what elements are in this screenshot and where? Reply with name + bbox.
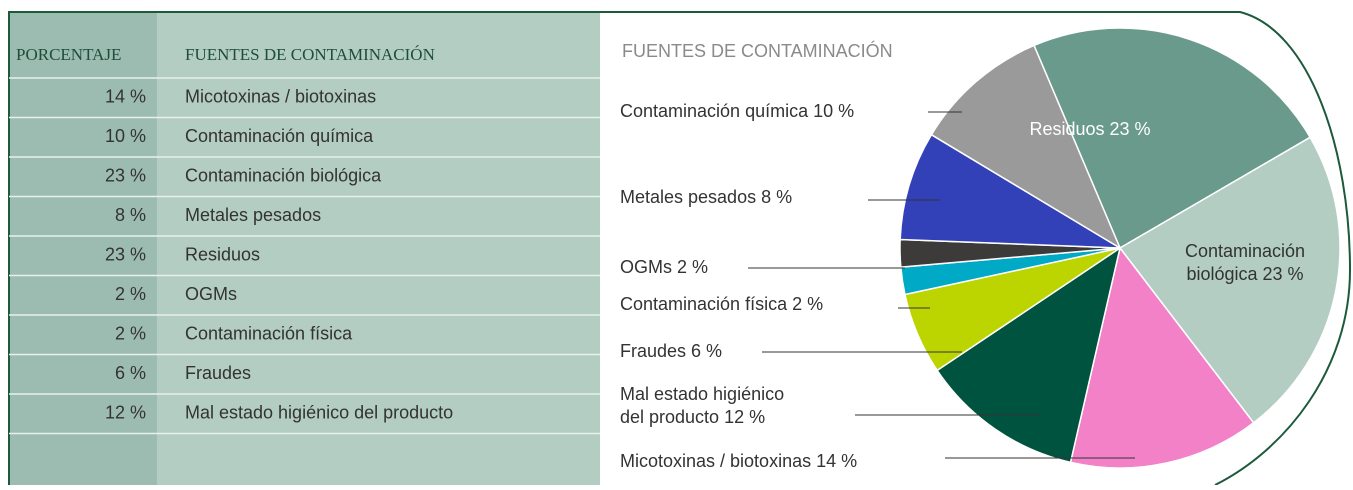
table-cell: 6 %	[115, 363, 146, 383]
table-cell: Residuos	[185, 245, 260, 265]
slice-label-line: Contaminación	[1185, 241, 1305, 261]
table-cell: Contaminación física	[185, 324, 353, 344]
table-cell: 12 %	[105, 403, 146, 423]
table-cell: Metales pesados	[185, 205, 321, 225]
slice-label-line: Fraudes 6 %	[620, 341, 722, 361]
pie-slice	[1033, 27, 1312, 250]
pie-slice	[1069, 246, 1255, 469]
slice-label-line: Metales pesados 8 %	[620, 187, 792, 207]
table-cell: Micotoxinas / biotoxinas	[185, 87, 376, 107]
table-cell: 2 %	[115, 324, 146, 344]
slice-label-line: Contaminación física 2 %	[620, 294, 823, 314]
table: PORCENTAJE FUENTES DE CONTAMINACIÓN	[16, 45, 435, 64]
table-cell: 10 %	[105, 126, 146, 146]
table-cell: Mal estado higiénico del producto	[185, 403, 453, 423]
slice-label: Mal estado higiénico del producto 12 %	[620, 384, 784, 427]
slice-label-line: Residuos 23 %	[1029, 119, 1150, 139]
table-cell: 8 %	[115, 205, 146, 225]
pie	[899, 27, 1341, 469]
table-cell: OGMs	[185, 284, 237, 304]
slice-label: Contaminación química 10 %	[620, 101, 854, 121]
table-cell: 23 %	[105, 166, 146, 186]
pie-slice	[936, 246, 1122, 464]
frame	[8, 11, 1352, 486]
table-cell: 14 %	[105, 87, 146, 107]
slice-label: OGMs 2 %	[620, 257, 708, 277]
table-cell: 23 %	[105, 245, 146, 265]
table-cell: Fraudes	[185, 363, 251, 383]
table-cell: Contaminación química	[185, 126, 374, 146]
slice-label: Micotoxinas / biotoxinas 14 %	[620, 451, 857, 471]
slice-label: Contaminación física 2 %	[620, 294, 823, 314]
slice-label-line: biológica 23 %	[1186, 264, 1303, 284]
table-header: PORCENTAJE	[16, 45, 121, 64]
slice-label: Metales pesados 8 %	[620, 187, 792, 207]
chart-title: FUENTES DE CONTAMINACIÓN	[622, 40, 893, 61]
pie-slice	[899, 133, 1121, 249]
pie-slice	[930, 44, 1122, 250]
slice-label: Contaminación biológica 23 %	[1185, 241, 1305, 284]
table-header: FUENTES DE CONTAMINACIÓN	[185, 45, 435, 64]
pie-slice	[1118, 136, 1341, 424]
slice-label: Fraudes 6 %	[620, 341, 722, 361]
table-column-bg	[9, 12, 157, 485]
slice-label-line: Micotoxinas / biotoxinas 14 %	[620, 451, 857, 471]
slice-label-line: Contaminación química 10 %	[620, 101, 854, 121]
table-cell: 2 %	[115, 284, 146, 304]
table-column-bg	[157, 12, 600, 485]
slice-label-line: del producto 12 %	[620, 407, 765, 427]
slice-label-line: OGMs 2 %	[620, 257, 708, 277]
slice-label-line: Mal estado higiénico	[620, 384, 784, 404]
slice-label: Residuos 23 %	[1029, 119, 1150, 139]
table-cell: Contaminación biológica	[185, 166, 382, 186]
